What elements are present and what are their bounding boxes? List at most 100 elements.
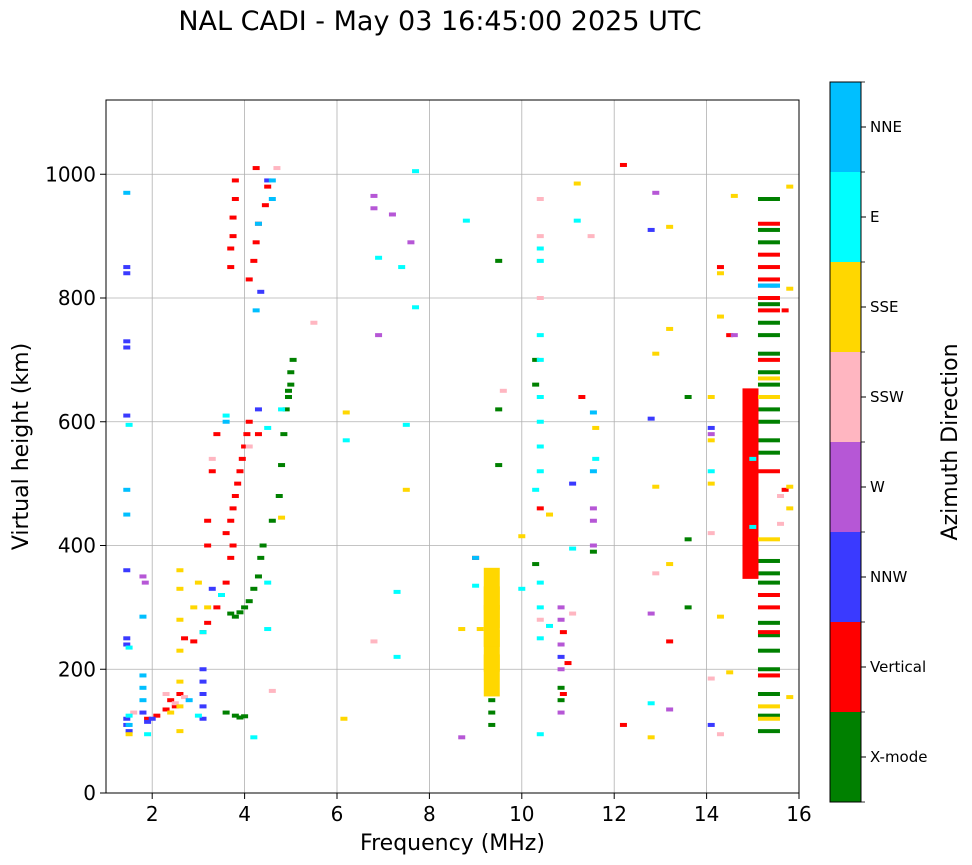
colorbar-segment xyxy=(830,622,861,712)
echo-point-nnw xyxy=(123,716,131,721)
echo-point-vertical xyxy=(757,277,780,282)
chart-title: NAL CADI - May 03 16:45:00 2025 UTC xyxy=(178,6,702,37)
echo-point-x-mode xyxy=(684,395,692,399)
echo-point-e xyxy=(647,701,655,706)
echo-point-x-mode xyxy=(488,710,496,715)
echo-point-vertical xyxy=(716,265,724,270)
echo-point-ssw xyxy=(652,571,660,576)
echo-point-x-mode xyxy=(757,370,780,375)
echo-point-x-mode xyxy=(557,698,565,703)
colorbar-tick-label: NNE xyxy=(870,118,902,136)
echo-point-vertical xyxy=(176,692,184,696)
echo-point-vertical xyxy=(181,636,189,641)
echo-point-x-mode xyxy=(757,713,780,718)
echo-point-e xyxy=(402,422,410,427)
echo-point-x-mode xyxy=(284,395,292,399)
axis-ticks: 2 4 6 8 10 12 14 16 0 200 400 600 800 1000 xyxy=(45,162,812,826)
echo-point-x-mode xyxy=(757,692,780,696)
echo-point-x-mode xyxy=(282,407,290,412)
echo-point-e xyxy=(199,630,207,635)
echo-point-e xyxy=(536,258,544,263)
colorbar-tick-label: SSE xyxy=(870,298,899,316)
echo-point-sse xyxy=(278,515,286,520)
echo-point-ssw xyxy=(208,456,216,461)
echo-point-vertical xyxy=(227,518,235,523)
echo-point-x-mode xyxy=(287,382,295,387)
echo-point-e xyxy=(375,255,383,260)
echo-point-sse xyxy=(652,351,660,356)
echo-point-vertical xyxy=(231,178,239,183)
echo-point-e xyxy=(264,627,272,632)
echo-point-sse xyxy=(573,181,581,186)
echo-point-w xyxy=(589,506,597,511)
echo-point-nnw xyxy=(123,568,131,573)
echo-point-nnw xyxy=(707,722,715,727)
echo-point-x-mode xyxy=(757,438,780,443)
echo-point-sse xyxy=(592,425,600,430)
echo-point-vertical xyxy=(227,246,235,251)
echo-point-x-mode xyxy=(495,407,503,412)
echo-point-vertical xyxy=(757,296,780,300)
echo-point-x-mode xyxy=(757,320,780,325)
echo-point-w xyxy=(458,735,466,740)
echo-point-sse xyxy=(707,481,715,486)
echo-point-x-mode xyxy=(757,240,780,245)
echo-point-nnw xyxy=(123,271,131,276)
echo-point-nnw xyxy=(123,413,131,418)
colorbar-tick-label: NNW xyxy=(870,568,907,586)
colorbar-tick-label: Vertical xyxy=(870,658,926,676)
echo-point-ssw xyxy=(716,732,724,737)
echo-point-sse xyxy=(757,395,780,399)
echo-point-x-mode xyxy=(284,388,292,393)
echo-point-nne xyxy=(589,469,597,474)
echo-point-w xyxy=(139,574,147,579)
echo-point-nnw xyxy=(647,227,655,232)
echo-point-x-mode xyxy=(557,685,565,690)
echo-point-e xyxy=(749,456,757,461)
x-tick-label: 10 xyxy=(509,802,534,826)
colorbar-segment xyxy=(830,442,861,532)
echo-point-x-mode xyxy=(254,574,262,579)
plot-frame xyxy=(105,99,800,794)
echo-point-x-mode xyxy=(757,633,780,638)
echo-point-e xyxy=(412,305,420,310)
y-axis-label: Virtual height (km) xyxy=(9,343,34,550)
echo-point-sse xyxy=(786,286,794,291)
echo-point-vertical xyxy=(757,605,780,610)
echo-point-nnw xyxy=(707,425,715,430)
grid-lines xyxy=(106,100,800,794)
echo-point-e xyxy=(573,218,581,223)
echo-point-nne xyxy=(472,555,480,560)
echo-point-vertical xyxy=(578,395,586,399)
echo-point-vertical xyxy=(564,661,572,666)
echo-point-vertical xyxy=(666,639,674,644)
colorbar-frame xyxy=(829,81,862,803)
echo-point-vertical xyxy=(153,713,161,718)
echo-point-vertical xyxy=(536,506,544,511)
echo-point-vertical xyxy=(757,469,780,474)
echo-point-w xyxy=(370,206,378,211)
echo-point-nne xyxy=(757,283,780,288)
echo-point-x-mode xyxy=(532,562,540,567)
x-tick-label: 12 xyxy=(601,802,626,826)
echo-point-nne xyxy=(123,487,131,492)
echo-point-vertical xyxy=(559,630,567,635)
y-tick-label: 400 xyxy=(58,534,96,558)
echo-point-e xyxy=(144,732,152,737)
echo-point-x-mode xyxy=(241,605,249,610)
echo-point-sse xyxy=(402,487,410,492)
echo-point-sse xyxy=(716,314,724,319)
echo-point-vertical xyxy=(757,308,780,313)
echo-point-x-mode xyxy=(236,715,244,720)
echo-point-x-mode xyxy=(757,382,780,387)
echo-point-nnw xyxy=(254,407,262,412)
echo-point-x-mode xyxy=(757,620,780,625)
echo-point-vertical xyxy=(204,543,212,548)
echo-point-x-mode xyxy=(757,450,780,455)
echo-point-w xyxy=(652,190,660,195)
echo-point-e xyxy=(536,580,544,585)
echo-point-ssw xyxy=(707,531,715,536)
echo-point-ssw xyxy=(536,234,544,239)
echo-point-vertical xyxy=(245,419,253,424)
echo-point-e xyxy=(536,732,544,737)
